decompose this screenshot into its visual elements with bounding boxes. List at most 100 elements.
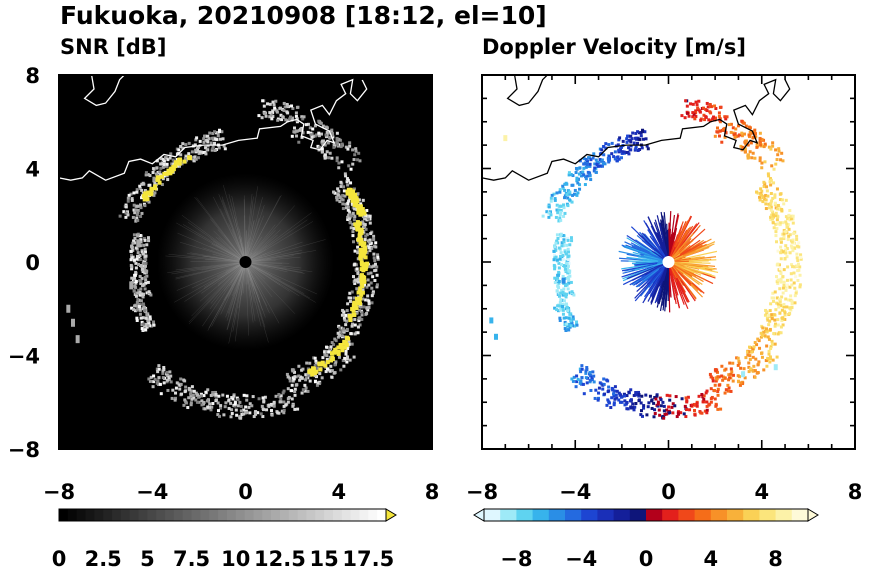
snr-noise-ray xyxy=(245,261,261,299)
doppler-echo-pixel xyxy=(788,311,792,315)
doppler-echo-pixel xyxy=(563,320,567,324)
doppler-echo-pixel xyxy=(567,261,571,265)
snr-echo-pixel xyxy=(275,110,279,114)
snr-echo-pixel xyxy=(175,152,179,156)
doppler-echo-pixel xyxy=(762,368,766,372)
snr-echo-pixel xyxy=(165,380,169,384)
snr-colorbar-cell xyxy=(156,509,166,521)
snr-echo-pixel xyxy=(347,217,351,221)
doppler-near-ray xyxy=(656,250,665,259)
doppler-echo-pixel xyxy=(668,394,672,398)
doppler-echo-pixel xyxy=(613,157,617,161)
doppler-echo-pixel xyxy=(790,283,794,287)
doppler-echo-pixel xyxy=(567,322,571,326)
doppler-echo-pixel xyxy=(774,234,778,238)
snr-echo-pixel xyxy=(353,215,357,219)
doppler-echo-pixel xyxy=(758,156,762,160)
doppler-echo-pixel xyxy=(558,304,562,308)
snr-echo-pixel xyxy=(272,401,276,405)
doppler-near-ray xyxy=(674,258,680,261)
snr-noise-ray xyxy=(223,261,246,292)
snr-saturated-pixel xyxy=(361,264,366,269)
snr-noise-ray xyxy=(213,230,246,263)
snr-echo-pixel xyxy=(290,383,294,387)
snr-saturated-pixel xyxy=(356,206,361,211)
snr-echo-pixel xyxy=(346,215,350,219)
doppler-echo-pixel xyxy=(627,390,631,394)
snr-echo-pixel xyxy=(295,105,299,109)
snr-noise-ray xyxy=(204,261,246,288)
doppler-echo-pixel xyxy=(556,211,560,215)
snr-colorbar-cell xyxy=(244,509,254,521)
snr-colorbar-cell xyxy=(315,509,325,521)
doppler-near-ray xyxy=(672,265,679,273)
doppler-echo-pixel xyxy=(565,243,569,247)
doppler-echo-pixel xyxy=(742,367,746,371)
doppler-echo-pixel xyxy=(567,258,571,262)
doppler-echo-pixel xyxy=(594,388,598,392)
snr-echo-pixel xyxy=(135,188,139,192)
snr-echo-pixel xyxy=(369,281,373,285)
snr-echo-pixel xyxy=(276,411,280,415)
snr-echo-pixel xyxy=(363,225,367,229)
doppler-echo-pixel xyxy=(770,217,774,221)
doppler-echo-pixel xyxy=(559,218,563,222)
doppler-echo-pixel xyxy=(776,332,780,336)
doppler-near-ray xyxy=(665,267,669,282)
snr-echo-pixel xyxy=(298,378,302,382)
snr-echo-pixel xyxy=(313,356,317,360)
doppler-echo-pixel xyxy=(566,271,570,275)
snr-echo-pixel xyxy=(143,204,147,208)
doppler-echo-pixel xyxy=(636,130,640,134)
doppler-echo-pixel xyxy=(573,188,577,192)
doppler-echo-pixel xyxy=(558,318,562,322)
doppler-colorbar-cell xyxy=(613,509,631,521)
doppler-echo-pixel xyxy=(729,122,733,126)
doppler-echo-pixel xyxy=(616,155,620,159)
doppler-echo-pixel xyxy=(561,234,565,238)
snr-echo-pixel xyxy=(134,291,138,295)
doppler-echo-pixel xyxy=(598,164,602,168)
doppler-echo-pixel xyxy=(621,150,625,154)
snr-echo-pixel xyxy=(338,326,342,330)
snr-echo-pixel xyxy=(359,305,363,309)
snr-noise-ray xyxy=(211,261,246,327)
doppler-echo-pixel xyxy=(778,192,782,196)
snr-saturated-pixel xyxy=(359,262,364,267)
x-tick-label: 0 xyxy=(238,480,253,504)
snr-echo-pixel xyxy=(149,293,153,297)
snr-echo-pixel xyxy=(201,150,205,154)
snr-noise-ray xyxy=(211,243,246,263)
doppler-echo-pixel xyxy=(588,173,592,177)
doppler-echo-pixel xyxy=(559,298,563,302)
snr-echo-pixel xyxy=(211,393,215,397)
figure-title: Fukuoka, 20210908 [18:12, el=10] xyxy=(60,1,547,30)
snr-echo-pixel xyxy=(141,316,145,320)
snr-echo-pixel xyxy=(339,180,343,184)
doppler-echo-pixel xyxy=(789,308,793,312)
doppler-echo-pixel xyxy=(764,198,768,202)
snr-echo-pixel xyxy=(194,138,198,142)
doppler-echo-pixel xyxy=(602,377,606,381)
snr-noise-ray xyxy=(245,261,313,273)
snr-echo-pixel xyxy=(288,379,292,383)
snr-echo-pixel xyxy=(321,142,325,146)
doppler-echo-pixel xyxy=(662,404,666,408)
snr-echo-pixel xyxy=(352,187,356,191)
doppler-echo-pixel xyxy=(772,296,776,300)
doppler-echo-pixel xyxy=(775,355,779,359)
doppler-echo-pixel xyxy=(634,402,638,406)
doppler-echo-pixel xyxy=(561,305,565,309)
doppler-near-ray xyxy=(673,264,697,278)
doppler-echo-pixel xyxy=(780,151,784,155)
snr-echo-pixel xyxy=(144,322,148,326)
snr-echo-pixel xyxy=(133,237,137,241)
snr-echo-pixel xyxy=(145,274,149,278)
doppler-echo-pixel xyxy=(796,259,800,263)
doppler-echo-pixel xyxy=(781,323,785,327)
snr-echo-pixel xyxy=(140,211,144,215)
doppler-echo-pixel xyxy=(767,202,771,206)
doppler-echo-pixel xyxy=(575,167,579,171)
snr-echo-pixel xyxy=(337,137,341,141)
snr-echo-pixel xyxy=(150,324,154,328)
